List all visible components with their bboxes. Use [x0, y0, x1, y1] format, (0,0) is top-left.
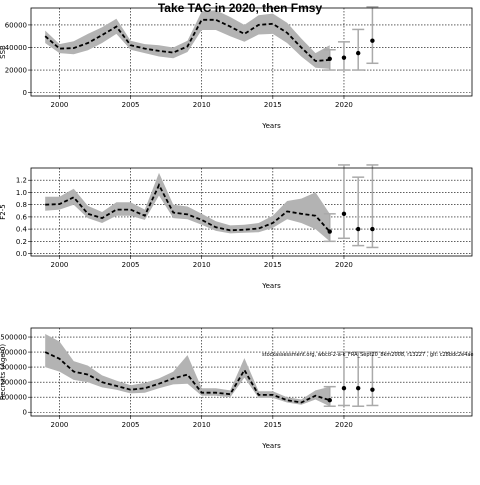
x-tick-label: 2005 [122, 101, 140, 109]
y-axis-label: Recruits (Age 0) [0, 344, 7, 401]
x-tick-label: 2015 [264, 421, 282, 429]
x-tick-label: 2020 [335, 101, 353, 109]
x-axis-label: Years [261, 122, 281, 130]
projection-point [370, 226, 375, 232]
projection-point [370, 38, 375, 43]
y-tick-label: 500000 [0, 334, 27, 342]
x-tick-label: 2010 [193, 261, 211, 269]
y-tick-label: 0.6 [16, 213, 28, 221]
panel-1: 2000 2005 2010 2015 2020 0 20000 40000 60000 Year… [0, 6, 473, 130]
estimate-line [45, 183, 331, 233]
x-tick-label: 2020 [335, 421, 353, 429]
projection-point [341, 385, 347, 391]
y-tick-label: 400000 [0, 349, 27, 357]
x-tick-label: 2005 [122, 421, 140, 429]
x-tick-label: 2015 [264, 261, 282, 269]
plot-frame [30, 7, 473, 97]
panel-2: 2000 2005 2010 2015 2020 0.0 0.2 0.4 0.6 0.8 1.0 1.… [0, 164, 473, 290]
x-tick-label: 2000 [51, 421, 69, 429]
x-axis-label: Years [261, 282, 281, 290]
x-tick-label: 2010 [193, 101, 211, 109]
projection-point [355, 226, 361, 232]
stamp-annotation: stockassessment.org, wbcd-2-a-k_FRA_Sept… [262, 352, 474, 358]
panel-3: 2000 2005 2010 2015 2020 0 100000 200000 300000 4… [0, 327, 474, 450]
projection-point [355, 385, 361, 391]
y-axis-label: F2-5 [0, 204, 7, 219]
projection-point [341, 211, 347, 217]
confidence-band [45, 10, 330, 69]
y-tick-label: 300000 [0, 364, 27, 372]
x-tick-label: 2005 [122, 261, 140, 269]
y-tick-label: 0.2 [16, 238, 27, 246]
y-tick-label: 20000 [5, 67, 27, 75]
projection-point [355, 50, 361, 56]
projection-point [341, 55, 347, 60]
x-axis-label: Years [261, 442, 281, 450]
y-tick-label: 0.8 [16, 201, 27, 209]
y-tick-label: 0 [23, 89, 27, 97]
confidence-band [45, 334, 330, 407]
y-tick-label: 40000 [5, 44, 27, 52]
projection-point [327, 229, 332, 234]
y-tick-label: 0.0 [16, 250, 27, 258]
y-tick-label: 200000 [0, 379, 27, 387]
x-tick-label: 2000 [51, 261, 69, 269]
estimate-line [44, 351, 330, 404]
projection-point [370, 387, 375, 392]
y-tick-label: 100000 [0, 394, 27, 402]
projection-point [327, 398, 332, 403]
estimate-line [44, 18, 330, 62]
figure-title: Take TAC in 2020, then Fmsy [157, 1, 323, 15]
plot-frame [30, 167, 473, 257]
plot-frame [30, 327, 473, 417]
y-axis-label: SSB [0, 45, 7, 59]
x-tick-label: 2020 [335, 261, 353, 269]
x-tick-label: 2010 [193, 421, 211, 429]
y-tick-label: 60000 [5, 21, 27, 29]
y-tick-label: 1.0 [16, 189, 27, 197]
x-tick-label: 2000 [51, 101, 69, 109]
projection-point [327, 56, 332, 61]
y-tick-label: 1.2 [16, 177, 27, 185]
y-tick-label: 0.4 [16, 226, 28, 234]
confidence-band [45, 172, 330, 242]
x-tick-label: 2015 [264, 101, 282, 109]
y-tick-label: 0 [23, 409, 27, 417]
